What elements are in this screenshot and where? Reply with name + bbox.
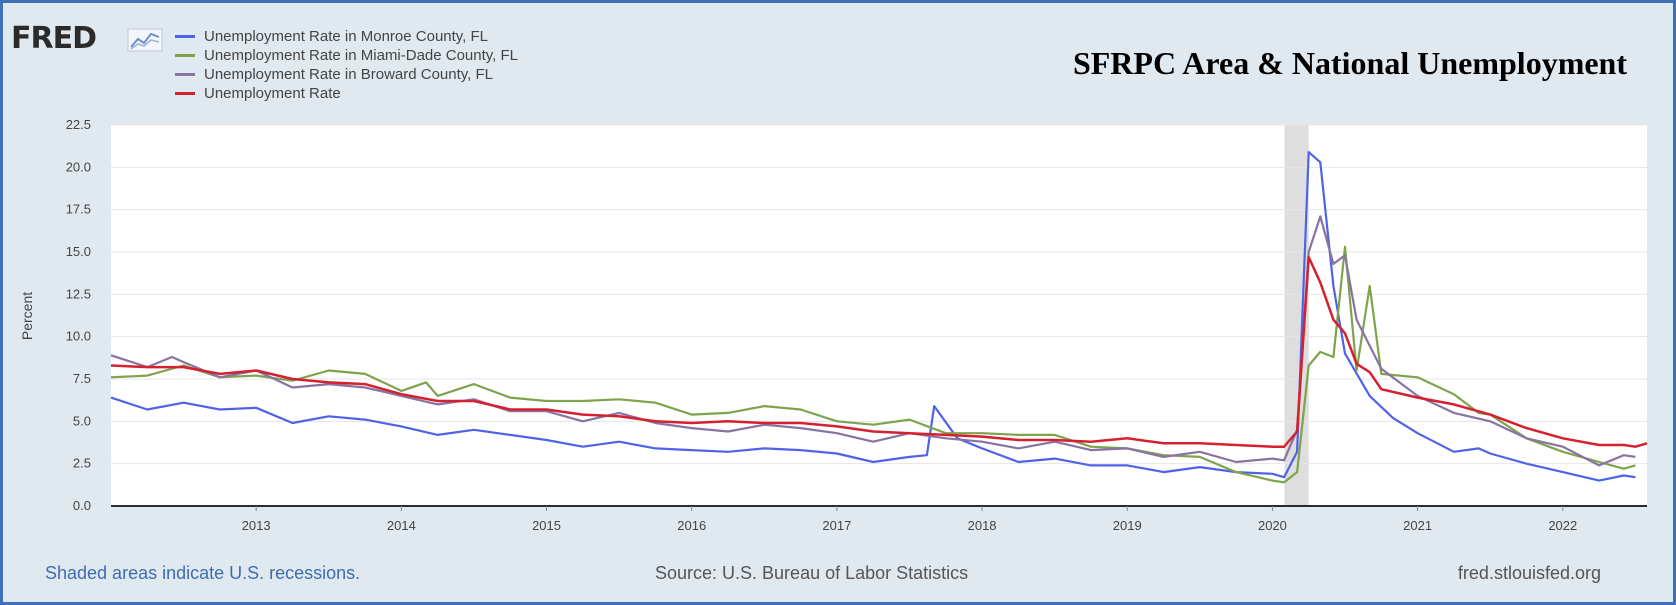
- y-tick-label: 12.5: [66, 286, 91, 301]
- chart-title: SFRPC Area & National Unemployment: [1072, 45, 1627, 81]
- x-tick-label: 2017: [822, 518, 851, 533]
- legend-label: Unemployment Rate in Miami-Dade County, …: [204, 47, 519, 64]
- legend-item[interactable]: Unemployment Rate in Monroe County, FL: [175, 27, 518, 46]
- line-chart: 0.0 2.5 5.0 7.5 10.0 12.5 15.0 17.5 20.0 22.5 201…: [19, 117, 1648, 533]
- legend-label: Unemployment Rate in Monroe County, FL: [204, 28, 489, 45]
- x-tick-label: 2014: [387, 518, 416, 533]
- y-axis-title: Percent: [19, 292, 35, 340]
- x-tick-label: 2013: [242, 518, 271, 533]
- legend-swatch: [175, 92, 195, 95]
- x-tick-labels: 2013 2014 2015 2016 2017 2018 2019 2020 2021 2022: [242, 506, 1577, 533]
- y-tick-label: 7.5: [73, 371, 91, 386]
- y-tick-label: 10.0: [66, 329, 91, 344]
- x-tick-label: 2019: [1113, 518, 1142, 533]
- legend-swatch: [175, 73, 195, 76]
- x-tick-label: 2020: [1258, 518, 1287, 533]
- legend-swatch: [175, 54, 195, 57]
- y-tick-label: 15.0: [66, 244, 91, 259]
- y-tick-labels: 0.0 2.5 5.0 7.5 10.0 12.5 15.0 17.5 20.0 22.5: [66, 117, 91, 513]
- legend-item[interactable]: Unemployment Rate in Miami-Dade County, …: [175, 46, 518, 65]
- x-tick-label: 2022: [1548, 518, 1577, 533]
- y-tick-label: 5.0: [73, 413, 91, 428]
- legend: Unemployment Rate in Monroe County, FL Un…: [175, 27, 518, 103]
- gridlines: [111, 124, 1647, 465]
- fred-site-link[interactable]: fred.stlouisfed.org: [1457, 563, 1601, 583]
- x-tick-label: 2016: [677, 518, 706, 533]
- x-tick-label: 2018: [968, 518, 997, 533]
- y-tick-label: 22.5: [66, 117, 91, 132]
- x-tick-label: 2021: [1403, 518, 1432, 533]
- y-tick-label: 0.0: [73, 498, 91, 513]
- y-tick-label: 20.0: [66, 159, 91, 174]
- legend-item[interactable]: Unemployment Rate: [175, 84, 518, 103]
- fred-logo-graph-icon: [127, 28, 163, 52]
- series-line-2[interactable]: [110, 245, 1636, 484]
- fred-logo[interactable]: FRED: [11, 21, 97, 56]
- series-layer: [110, 151, 1648, 484]
- legend-label: Unemployment Rate in Broward County, FL: [204, 66, 494, 83]
- plot-area: [111, 125, 1647, 506]
- source-note: Source: U.S. Bureau of Labor Statistics: [655, 563, 969, 583]
- y-tick-label: 2.5: [73, 456, 91, 471]
- series-line-3[interactable]: [110, 215, 1636, 467]
- series-line-4[interactable]: [110, 255, 1648, 448]
- y-tick-label: 17.5: [66, 202, 91, 217]
- legend-item[interactable]: Unemployment Rate in Broward County, FL: [175, 65, 518, 84]
- legend-swatch: [175, 35, 195, 38]
- legend-label: Unemployment Rate: [204, 85, 341, 102]
- series-line-1[interactable]: [110, 151, 1636, 482]
- recession-note-link[interactable]: Shaded areas indicate U.S. recessions.: [45, 563, 361, 583]
- x-tick-label: 2015: [532, 518, 561, 533]
